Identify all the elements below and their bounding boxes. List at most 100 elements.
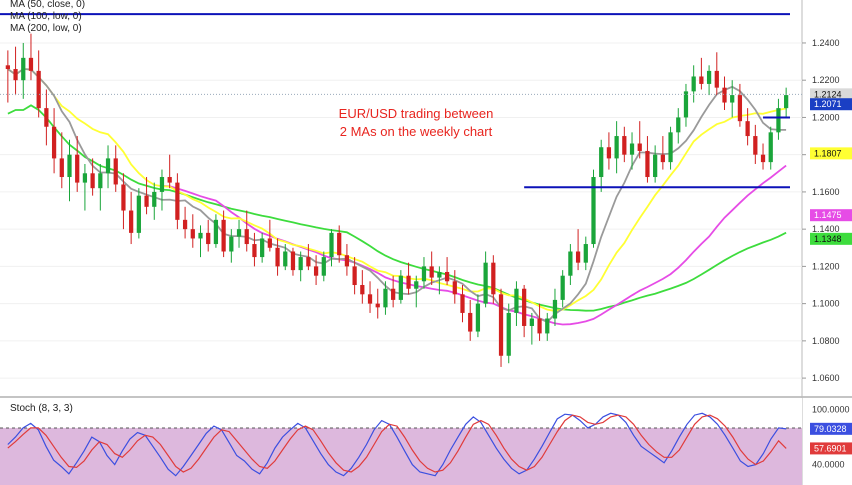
candle-up (768, 132, 773, 163)
price-tag-label: 1.1807 (814, 148, 842, 158)
candle-down (575, 251, 581, 263)
candle-down (144, 195, 149, 207)
stoch-tags: 79.0328 57.6901 (810, 422, 852, 455)
y-tick-label: 1.1000 (812, 299, 840, 309)
candle-down (491, 262, 496, 295)
candle-down (344, 255, 350, 267)
stoch-tag (810, 422, 852, 435)
candle-up (706, 70, 712, 84)
candle-down (36, 70, 41, 109)
candle-up (414, 281, 419, 289)
candle-up (629, 143, 635, 155)
price-tag (810, 88, 852, 101)
candle-down (660, 154, 665, 163)
candle-down (175, 182, 180, 220)
candle-up (599, 147, 604, 178)
ma200-legend: MA (200, low, 0) (10, 23, 82, 34)
ma-gray-line (7, 68, 787, 324)
candle-down (606, 147, 612, 159)
candle-down (745, 121, 750, 137)
candle-down (460, 294, 465, 313)
candle-up (159, 177, 165, 192)
candle-down (645, 150, 650, 178)
y-tick-label: 1.2400 (812, 38, 840, 48)
candle-up (260, 238, 265, 258)
candle-up (683, 91, 689, 118)
candle-down (367, 294, 373, 304)
candle-up (236, 229, 242, 237)
y-tick-label: 1.0800 (812, 336, 840, 346)
chart-annotation: EUR/USD trading between 2 MAs on the wee… (339, 106, 494, 139)
stoch-tick-label: 40.0000 (812, 460, 845, 470)
moving-average-lines (7, 68, 787, 326)
candle-down (637, 143, 642, 151)
main-panel (0, 0, 802, 395)
candle-up (283, 251, 288, 267)
candle-up (82, 173, 88, 183)
candle-down (468, 312, 473, 332)
candle-up (98, 173, 103, 189)
candle-up (691, 76, 696, 92)
annotation-line-2: 2 MAs on the weekly chart (340, 124, 493, 139)
candle-down (452, 281, 457, 295)
candle-down (375, 303, 380, 308)
candle-down (51, 126, 57, 159)
candle-down (75, 154, 80, 183)
candle-down (244, 229, 249, 245)
candle-down (760, 154, 766, 163)
candle-down (13, 69, 18, 81)
candle-up (560, 275, 565, 300)
stoch-axis: 100.0000 40.0000 (812, 405, 850, 470)
y-tick-label: 1.1600 (812, 187, 840, 197)
candle-down (113, 158, 118, 185)
candle-down (714, 70, 719, 88)
candle-up (614, 136, 619, 159)
horizontal-levels[interactable] (0, 13, 802, 189)
y-tick-label: 1.1400 (812, 224, 840, 234)
stoch-d-line (7, 414, 787, 473)
candle-up (383, 288, 388, 308)
candle-up (784, 95, 789, 109)
candle-down (44, 108, 49, 127)
candle-up (552, 299, 558, 319)
candle-up (653, 154, 658, 178)
price-tag (810, 232, 852, 245)
candle-down (252, 244, 257, 258)
candle-up (398, 275, 403, 300)
indicator-legend: MA (50, close, 0) MA (100, low, 0) MA (2… (10, 0, 85, 34)
stoch-k-line (7, 412, 787, 477)
candle-down (429, 266, 434, 278)
stoch-tag-label: 57.6901 (814, 443, 847, 453)
candle-down (406, 275, 411, 289)
ma100-legend: MA (100, low, 0) (10, 11, 82, 22)
candle-up (152, 191, 157, 207)
candle-up (506, 312, 511, 356)
stoch-lines (7, 412, 787, 477)
price-tag (810, 147, 852, 160)
candle-up (229, 236, 234, 252)
candle-down (444, 271, 450, 282)
candle-up (583, 244, 588, 263)
candle-up (568, 251, 573, 276)
candle-up (475, 303, 481, 332)
price-tag (810, 209, 852, 222)
ma100-line (161, 164, 787, 326)
candle-down (622, 136, 627, 155)
y-tick-label: 1.0600 (812, 373, 840, 383)
candle-up (676, 117, 681, 133)
candle-down (352, 266, 357, 286)
candle-up (21, 57, 26, 81)
stoch-title: Stoch (8, 3, 3) (10, 403, 73, 414)
candle-down (190, 229, 195, 239)
candle-down (360, 285, 365, 295)
stoch-tick-label: 100.0000 (812, 405, 850, 415)
candle-up (514, 288, 519, 313)
candlesticks (5, 33, 789, 367)
price-tag (810, 98, 852, 111)
candle-down (129, 210, 134, 233)
price-tag-label: 1.2124 (814, 89, 842, 99)
annotation-line-1: EUR/USD trading between (339, 106, 494, 121)
candle-up (529, 318, 534, 326)
